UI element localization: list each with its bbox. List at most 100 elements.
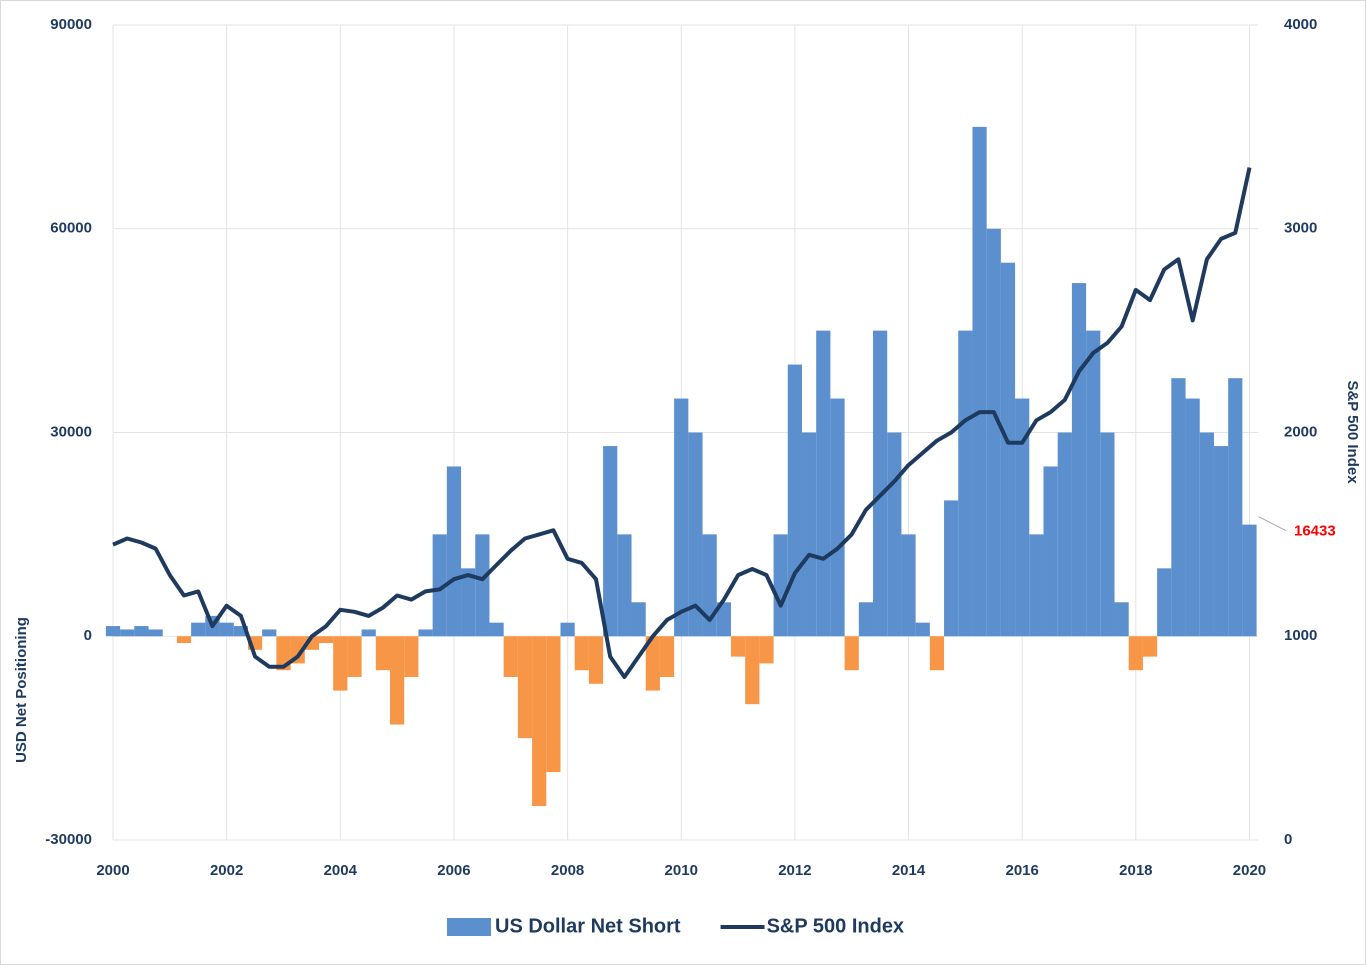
y-tick-label: 90000 bbox=[50, 16, 92, 33]
bar bbox=[105, 626, 121, 637]
bar bbox=[461, 568, 476, 637]
bar bbox=[1157, 568, 1172, 637]
y-axis-label: USD Net Positioning bbox=[13, 617, 30, 763]
bar bbox=[830, 398, 845, 637]
bar bbox=[318, 636, 334, 644]
bar bbox=[1071, 283, 1087, 637]
bar bbox=[674, 398, 689, 637]
bar bbox=[915, 622, 930, 637]
bar bbox=[730, 636, 746, 657]
line bbox=[112, 167, 1252, 679]
bar bbox=[1086, 330, 1101, 637]
bar bbox=[759, 636, 774, 664]
bar bbox=[1114, 602, 1129, 637]
x-tick-label: 2002 bbox=[210, 862, 243, 879]
y-tick-label: 0 bbox=[84, 627, 92, 644]
bar bbox=[972, 126, 987, 637]
bar bbox=[404, 636, 419, 677]
y-tick-label: 30000 bbox=[50, 423, 92, 440]
legend-label: US Dollar Net Short bbox=[495, 915, 681, 937]
legend-swatch bbox=[447, 918, 491, 936]
bar bbox=[432, 534, 447, 637]
bar bbox=[134, 626, 149, 637]
x-tick-label: 2000 bbox=[96, 862, 129, 879]
bar bbox=[745, 636, 760, 705]
bar bbox=[588, 636, 604, 684]
bar bbox=[219, 622, 234, 637]
bar bbox=[816, 330, 831, 637]
bar bbox=[1142, 636, 1158, 657]
x-tick-label: 2014 bbox=[892, 862, 926, 879]
bar bbox=[858, 602, 874, 637]
y2-axis-label: S&P 500 Index bbox=[1344, 380, 1361, 484]
bar bbox=[1029, 534, 1044, 637]
bar bbox=[801, 432, 817, 637]
bar bbox=[361, 629, 376, 637]
bar bbox=[631, 602, 646, 637]
bar bbox=[986, 228, 1001, 637]
bar bbox=[290, 636, 305, 664]
bar bbox=[617, 534, 632, 637]
bar bbox=[503, 636, 518, 677]
x-tick-label: 2020 bbox=[1233, 862, 1266, 879]
y2-tick-label: 3000 bbox=[1284, 220, 1317, 237]
annotation: 16433 bbox=[1294, 523, 1336, 540]
bar bbox=[929, 636, 945, 671]
bar bbox=[873, 330, 888, 637]
bar bbox=[1171, 378, 1186, 637]
bar bbox=[1015, 398, 1030, 637]
annotation-leader bbox=[1258, 516, 1287, 532]
bar bbox=[702, 534, 717, 637]
bar bbox=[333, 636, 348, 691]
bar bbox=[489, 622, 504, 637]
x-tick-label: 2016 bbox=[1005, 862, 1038, 879]
bar bbox=[418, 629, 433, 637]
bar bbox=[532, 636, 547, 807]
bar bbox=[958, 330, 973, 637]
bar bbox=[716, 602, 731, 637]
bar bbox=[560, 622, 575, 637]
y2-tick-label: 4000 bbox=[1284, 16, 1317, 33]
bar bbox=[1228, 378, 1243, 637]
bar bbox=[148, 629, 163, 637]
legend-label: S&P 500 Index bbox=[767, 915, 904, 937]
bar bbox=[375, 636, 391, 671]
y2-tick-label: 0 bbox=[1284, 831, 1292, 848]
bar bbox=[1242, 524, 1257, 637]
bar bbox=[546, 636, 561, 773]
bar bbox=[844, 636, 859, 671]
y2-tick-label: 1000 bbox=[1284, 627, 1317, 644]
x-tick-label: 2006 bbox=[437, 862, 470, 879]
bar bbox=[688, 432, 703, 637]
bar bbox=[517, 636, 533, 739]
bar bbox=[446, 466, 462, 637]
x-tick-label: 2012 bbox=[778, 862, 811, 879]
x-tick-label: 2018 bbox=[1119, 862, 1152, 879]
bar bbox=[475, 534, 490, 637]
bar bbox=[901, 534, 916, 637]
bar bbox=[176, 636, 192, 644]
bar bbox=[1199, 432, 1214, 637]
bar bbox=[1043, 466, 1058, 637]
x-tick-label: 2008 bbox=[551, 862, 584, 879]
bar bbox=[276, 636, 291, 671]
bar bbox=[773, 534, 788, 637]
bar bbox=[944, 500, 959, 637]
bar bbox=[1100, 432, 1115, 637]
y2-tick-label: 2000 bbox=[1284, 423, 1317, 440]
bar bbox=[347, 636, 362, 677]
bar bbox=[887, 432, 902, 637]
bar bbox=[1128, 636, 1143, 671]
x-tick-label: 2010 bbox=[665, 862, 698, 879]
bar bbox=[1185, 398, 1200, 637]
bar bbox=[120, 629, 135, 637]
bar bbox=[191, 622, 206, 637]
bar bbox=[574, 636, 589, 671]
bar bbox=[233, 626, 248, 637]
bar bbox=[659, 636, 675, 677]
bar bbox=[787, 364, 802, 637]
y-tick-label: -30000 bbox=[45, 831, 92, 848]
bar bbox=[603, 446, 618, 637]
bar bbox=[645, 636, 660, 691]
